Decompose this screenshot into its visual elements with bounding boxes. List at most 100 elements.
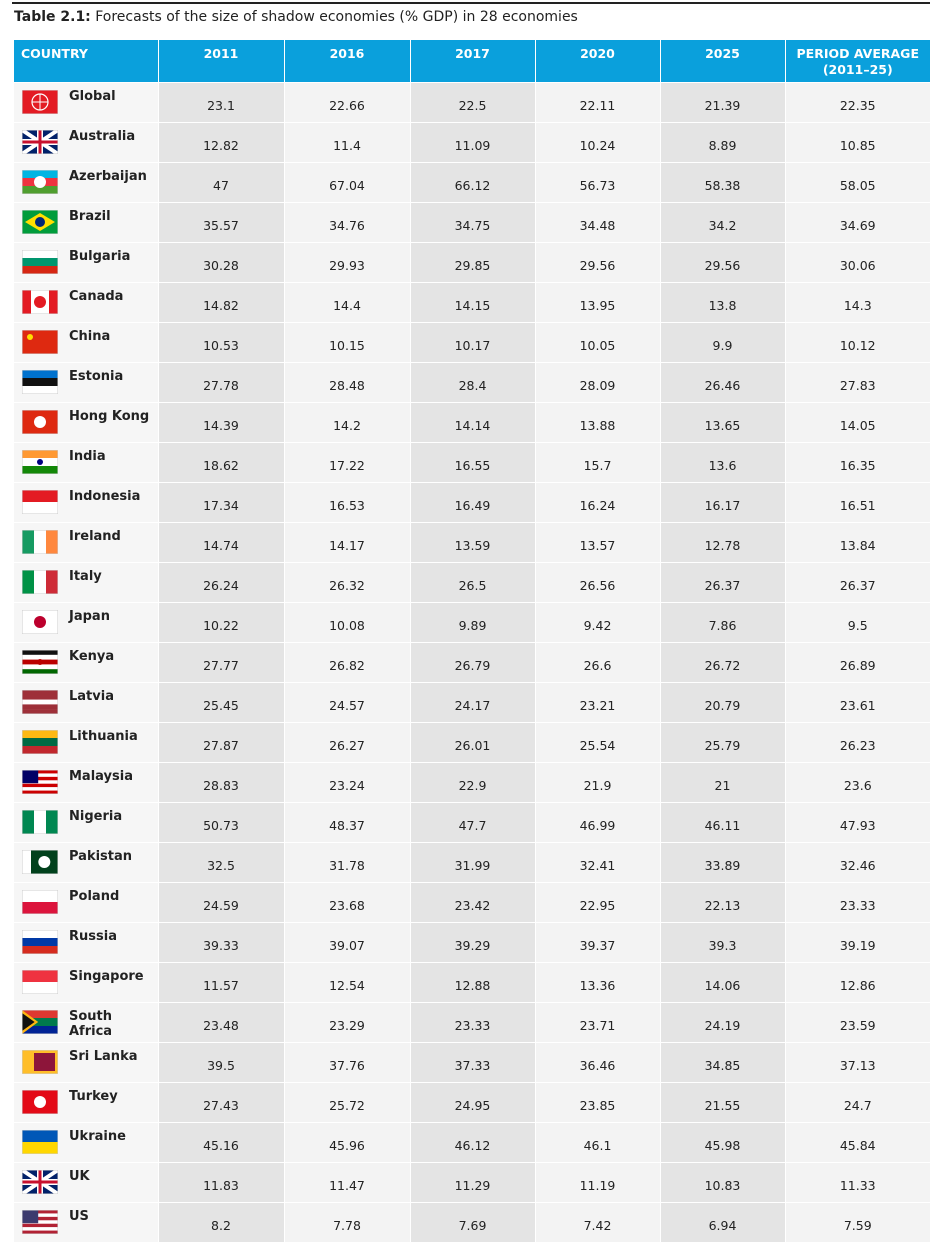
table-row: Ukraine 45.16 45.96 46.12 46.1 45.98 45.84 <box>14 1121 930 1162</box>
country-cell: Malaysia <box>14 761 158 802</box>
flag-border <box>22 689 58 714</box>
value-cell: 10.85 <box>784 121 930 162</box>
value-cell: 39.29 <box>409 921 535 962</box>
flag-part <box>22 769 58 774</box>
value-cell: 9.9 <box>659 321 785 362</box>
value-cell: 27.78 <box>157 361 284 402</box>
flag-part <box>34 1052 55 1071</box>
value-cell: 14.14 <box>409 401 535 442</box>
value-cell: 26.5 <box>409 561 535 602</box>
flag-part <box>22 1209 39 1223</box>
flag-part <box>31 849 41 874</box>
flag-part <box>22 969 58 982</box>
flag-part <box>22 249 58 258</box>
value-cell: 22.11 <box>534 81 660 122</box>
value-cell: 30.28 <box>157 241 284 282</box>
flag-part <box>22 1129 58 1142</box>
value-cell: 12.88 <box>409 961 535 1002</box>
flag-icon <box>22 369 58 394</box>
value-cell: 37.13 <box>784 1041 930 1082</box>
flag-part <box>22 129 58 154</box>
value-cell: 56.73 <box>534 161 660 202</box>
country-cell: Poland <box>14 881 158 922</box>
flag-border <box>22 1129 58 1154</box>
value-cell: 16.35 <box>784 441 930 482</box>
flag-icon <box>22 249 58 274</box>
flag-icon <box>22 129 58 154</box>
value-cell: 13.95 <box>534 281 660 322</box>
value-cell: 46.99 <box>534 801 660 842</box>
value-cell: 23.21 <box>534 681 660 722</box>
value-cell: 14.4 <box>283 281 410 322</box>
value-cell: 16.17 <box>659 481 785 522</box>
value-cell: 39.3 <box>659 921 785 962</box>
flag-icon <box>22 729 58 754</box>
flag-part <box>22 489 58 502</box>
value-cell: 39.19 <box>784 921 930 962</box>
table-row: Brazil 35.57 34.76 34.75 34.48 34.2 34.69 <box>14 201 930 242</box>
table-row: Lithuania 27.87 26.27 26.01 25.54 25.79 26.23 <box>14 721 930 762</box>
flag-part <box>22 1017 58 1026</box>
flag-border <box>22 1009 58 1034</box>
flag-icon <box>22 769 58 794</box>
value-cell: 34.69 <box>784 201 930 242</box>
value-cell: 20.79 <box>659 681 785 722</box>
value-cell: 26.79 <box>409 641 535 682</box>
value-cell: 10.22 <box>157 601 284 642</box>
country-cell: Sri Lanka <box>14 1041 158 1082</box>
country-cell: Ireland <box>14 521 158 562</box>
value-cell: 25.72 <box>283 1081 410 1122</box>
flag-border <box>22 489 58 514</box>
value-cell: 7.59 <box>784 1201 930 1242</box>
value-cell: 21.55 <box>659 1081 785 1122</box>
flag-icon <box>22 1209 58 1234</box>
flag-part <box>22 649 58 655</box>
country-name: Brazil <box>69 208 111 224</box>
flag-part <box>22 699 58 705</box>
table-row: Latvia 25.45 24.57 24.17 23.21 20.79 23.61 <box>14 681 930 722</box>
flag-part <box>22 369 58 378</box>
flag-part <box>22 501 58 514</box>
flag-icon <box>22 89 58 114</box>
flag-part <box>22 945 58 954</box>
flag-border <box>22 809 58 834</box>
flag-part <box>32 93 48 110</box>
value-cell: 23.6 <box>784 761 930 802</box>
flag-part <box>22 779 58 784</box>
country-cell: China <box>14 321 158 362</box>
country-cell: Global <box>14 81 158 122</box>
value-cell: 15.7 <box>534 441 660 482</box>
value-cell: 23.42 <box>409 881 535 922</box>
value-cell: 46.1 <box>534 1121 660 1162</box>
title-text: Forecasts of the size of shadow economie… <box>95 9 578 25</box>
value-cell: 16.49 <box>409 481 535 522</box>
flag-icon <box>22 1169 58 1194</box>
flag-part <box>22 1230 58 1234</box>
flag-icon <box>22 889 58 914</box>
value-cell: 45.96 <box>283 1121 410 1162</box>
flag-border <box>22 289 58 314</box>
value-cell: 26.01 <box>409 721 535 762</box>
value-cell: 50.73 <box>157 801 284 842</box>
country-name: Poland <box>69 888 120 904</box>
value-cell: 24.7 <box>784 1081 930 1122</box>
value-cell: 39.37 <box>534 921 660 962</box>
country-cell: Lithuania <box>14 721 158 762</box>
value-cell: 23.33 <box>409 1001 535 1042</box>
value-cell: 11.33 <box>784 1161 930 1202</box>
flag-icon <box>22 489 58 514</box>
flag-part <box>22 737 58 746</box>
country-cell: Latvia <box>14 681 158 722</box>
value-cell: 6.94 <box>659 1201 785 1242</box>
table-row: Italy 26.24 26.32 26.5 26.56 26.37 26.37 <box>14 561 930 602</box>
value-cell: 39.33 <box>157 921 284 962</box>
value-cell: 32.46 <box>784 841 930 882</box>
value-cell: 22.9 <box>409 761 535 802</box>
value-cell: 14.39 <box>157 401 284 442</box>
flag-part <box>22 772 58 777</box>
flag-part <box>22 529 35 554</box>
value-cell: 23.71 <box>534 1001 660 1042</box>
value-cell: 26.37 <box>659 561 785 602</box>
value-cell: 29.93 <box>283 241 410 282</box>
value-cell: 16.51 <box>784 481 930 522</box>
